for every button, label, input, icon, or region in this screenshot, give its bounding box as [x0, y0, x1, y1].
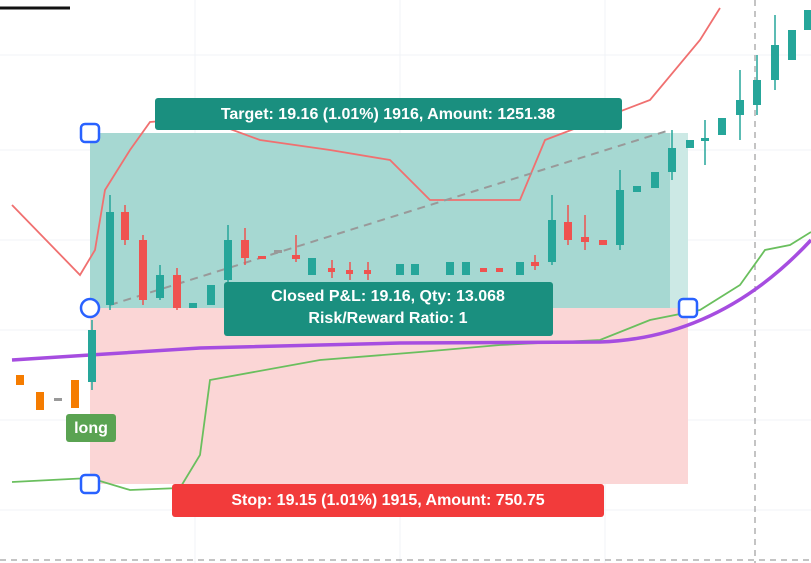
closed-label-box — [224, 282, 553, 336]
stop-label: Stop: 19.15 (1.01%) 1915, Amount: 750.75 — [231, 492, 544, 509]
target-label: Target: 19.16 (1.01%) 1916, Amount: 1251… — [221, 106, 555, 123]
loss-zone — [90, 308, 688, 484]
profit-zone-extension — [670, 133, 688, 308]
closed-pnl-label: Closed P&L: 19.16, Qty: 13.068 — [271, 288, 505, 305]
stop-label-box — [172, 484, 604, 517]
moving-average — [11, 238, 811, 362]
target-handle[interactable] — [79, 122, 101, 144]
handles[interactable] — [79, 122, 699, 495]
width-handle[interactable] — [677, 297, 699, 319]
stop-handle[interactable] — [79, 473, 101, 495]
lower-band — [11, 231, 811, 491]
side-label: long — [74, 420, 108, 437]
side-label-box — [66, 414, 116, 442]
risk-reward-label: Risk/Reward Ratio: 1 — [308, 310, 467, 327]
target-label-box — [155, 98, 622, 130]
candles — [16, 10, 811, 410]
entry-handle[interactable] — [79, 297, 101, 319]
